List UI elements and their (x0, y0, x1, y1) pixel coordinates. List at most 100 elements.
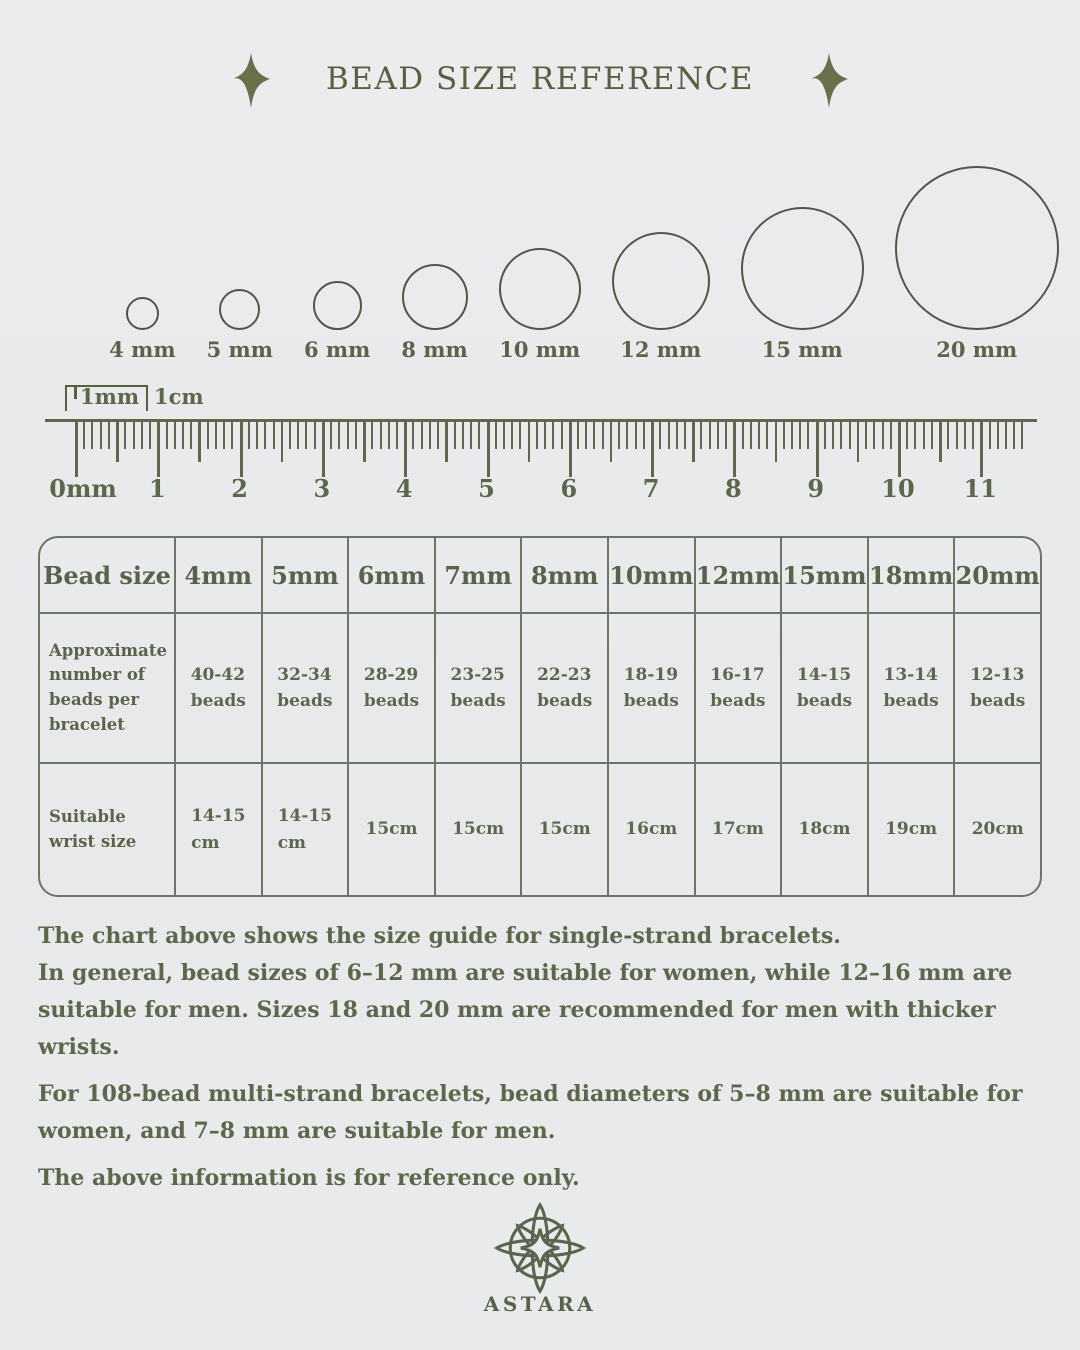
ruler-tick (519, 422, 522, 449)
table-cell: 32-34 beads (260, 612, 348, 762)
ruler-tick (527, 422, 531, 462)
ruler-tick (502, 422, 505, 449)
ruler-tick (1004, 422, 1007, 449)
bead-size-label: 12 mm (620, 337, 702, 362)
ruler-tick (634, 422, 637, 449)
table-cell: 17cm (693, 762, 781, 895)
table-col-header: 4mm (174, 538, 261, 612)
ruler-tick (140, 422, 143, 449)
ruler-tick (733, 422, 737, 477)
ruler-tick (642, 422, 645, 449)
ruler-number: 10 (881, 474, 915, 503)
ruler-number: 11 (963, 474, 997, 503)
ruler-tick (667, 422, 670, 449)
table-row-label: Suitable wrist size (40, 762, 174, 895)
ruler-tick (568, 422, 572, 477)
bead-item: 10 mm (498, 248, 581, 362)
bead-circle-outline (219, 289, 261, 330)
ruler-tick (577, 422, 580, 449)
bead-size-table: Bead size 4mm 5mm 6mm 7mm 8mm 10mm 12mm 15mm 18mm… (38, 536, 1042, 897)
ruler-tick (379, 422, 382, 449)
table-cell: 20cm (953, 762, 1040, 895)
ruler-tick (889, 422, 892, 449)
bead-item: 4 mm (109, 297, 176, 362)
ruler-tick (511, 422, 514, 449)
ruler-tick (963, 422, 966, 449)
sparkle-icon-right (810, 53, 849, 108)
note-disclaimer: The above information is for reference o… (38, 1165, 580, 1191)
ruler-tick (149, 422, 152, 449)
bead-circle-outline (312, 281, 362, 330)
ruler-tick (898, 422, 901, 477)
header: BEAD SIZE REFERENCE (0, 50, 1080, 108)
ruler-number-zero: 0mm (49, 474, 117, 503)
ruler-tick (716, 422, 719, 449)
ruler-tick (445, 422, 448, 462)
ruler-number: 1 (148, 474, 166, 503)
ruler-tick (486, 422, 490, 477)
table-cell: 14-15 cm (174, 762, 261, 895)
ruler-tick (947, 422, 950, 449)
ruler-number: 4 (395, 474, 413, 503)
table-cell: 13-14 beads (866, 612, 954, 762)
ruler-baseline (45, 419, 1037, 422)
ruler-tick (651, 422, 655, 477)
bead-circle-outline (401, 264, 468, 330)
sparkle-icon-left (231, 53, 270, 108)
ruler-tick (91, 422, 94, 449)
ruler-mm-bracket-leg (74, 385, 77, 399)
bead-item: 8 mm (401, 264, 468, 362)
ruler-tick (848, 422, 851, 449)
ruler-tick (313, 422, 316, 449)
ruler-tick (552, 422, 555, 449)
ruler-number: 3 (313, 474, 331, 503)
table-cell: 15cm (433, 762, 521, 895)
ruler-tick (939, 422, 942, 462)
ruler-tick (823, 422, 826, 449)
note-single-strand: The chart above shows the size guide for… (38, 923, 1013, 1060)
ruler-tick (930, 422, 933, 449)
table-row-label: Approximate number of beads per bracelet (40, 612, 174, 762)
bead-size-label: 6 mm (304, 337, 371, 362)
ruler-tick (659, 422, 662, 449)
ruler-tick (190, 422, 193, 449)
ruler-tick (782, 422, 785, 449)
bead-size-label: 20 mm (936, 337, 1018, 362)
ruler-tick (618, 422, 621, 449)
table-col-header: 5mm (260, 538, 348, 612)
ruler-tick (321, 422, 325, 477)
ruler-tick (766, 422, 769, 449)
ruler-tick (214, 422, 217, 449)
table-cell: 18-19 beads (606, 612, 694, 762)
bead-size-label: 15 mm (761, 337, 843, 362)
ruler-tick (749, 422, 752, 449)
ruler-tick (231, 422, 234, 449)
ruler-tick (420, 422, 423, 449)
bead-item: 6 mm (304, 281, 370, 362)
ruler-tick (799, 422, 802, 449)
table-col-header: 8mm (520, 538, 607, 612)
ruler-tick (988, 422, 991, 449)
ruler-tick (815, 422, 819, 477)
ruler-number: 2 (231, 474, 248, 503)
ruler-tick (478, 422, 481, 449)
table-col-header: 18mm (866, 538, 954, 612)
bead-circle-outline (498, 248, 581, 330)
ruler-tick (741, 422, 744, 449)
ruler-number: 6 (560, 474, 578, 503)
ruler-tick (832, 422, 835, 449)
ruler-tick (107, 422, 110, 449)
ruler-tick (338, 422, 341, 449)
ruler-tick (354, 422, 357, 449)
table-col-header: 7mm (433, 538, 521, 612)
ruler-number: 7 (642, 474, 660, 503)
ruler-tick (412, 422, 415, 449)
bead-size-label: 5 mm (206, 337, 273, 362)
ruler-tick (700, 422, 703, 449)
ruler-tick (198, 422, 201, 462)
ruler-tick (535, 422, 538, 449)
ruler-tick (346, 422, 349, 449)
ruler-tick (305, 422, 308, 449)
ruler-tick (840, 422, 843, 449)
table-cell: 14-15 beads (780, 612, 867, 762)
